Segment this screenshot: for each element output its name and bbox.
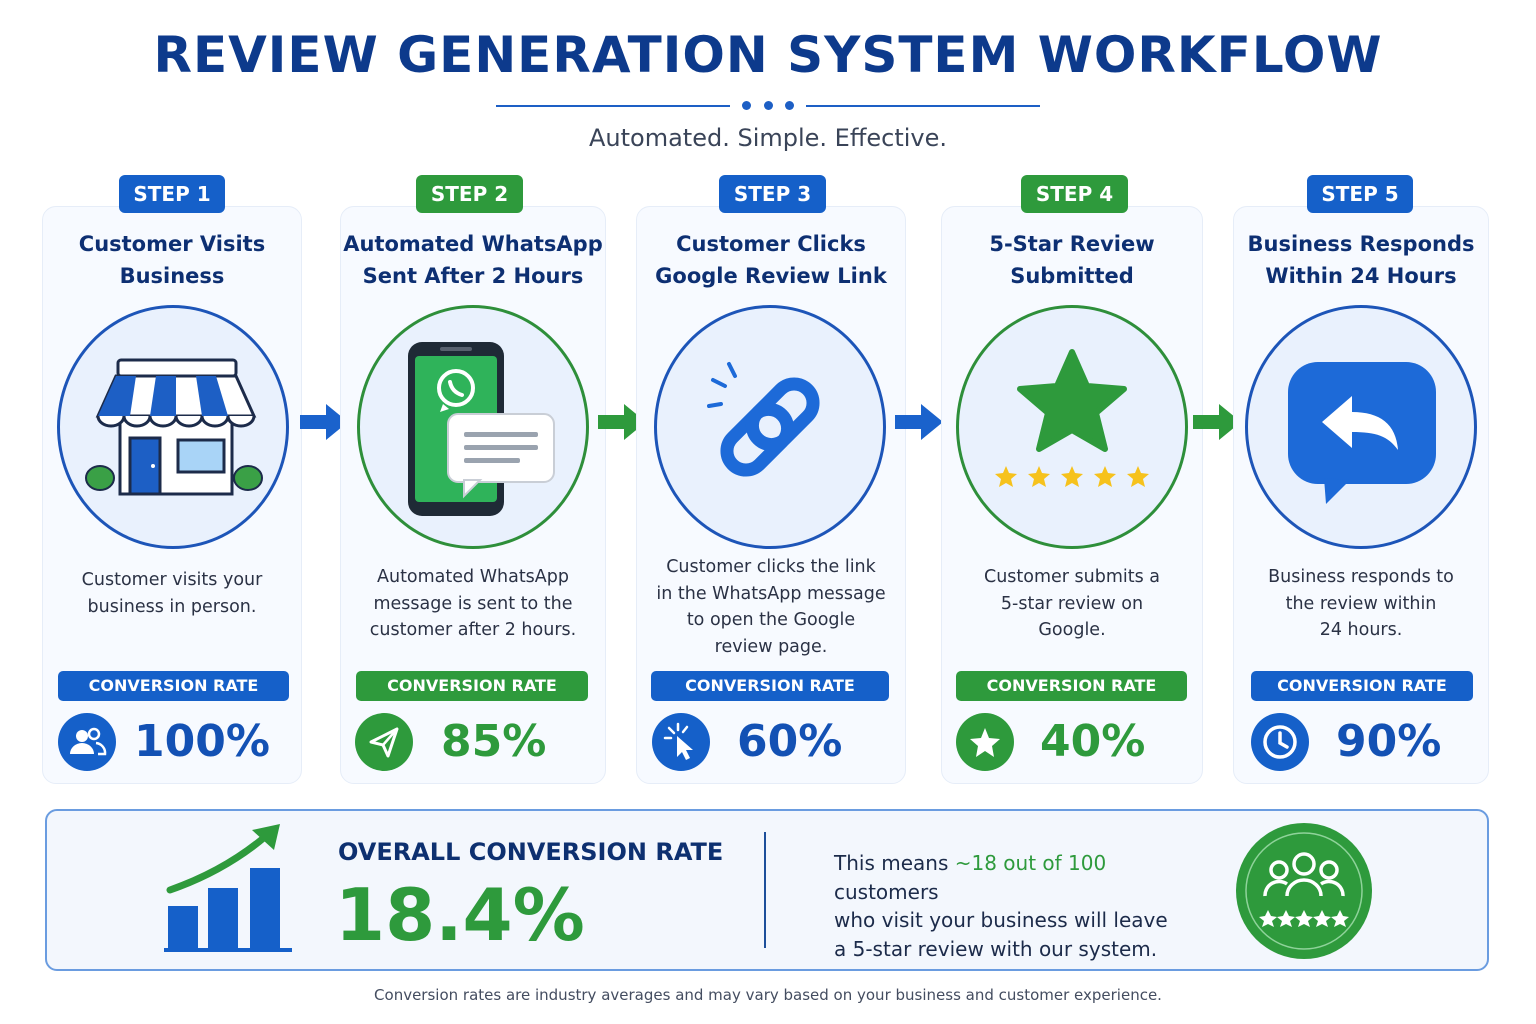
flow-arrow-2 [598,404,646,440]
step-badge-2: STEP 2 [416,175,523,213]
send-icon [355,713,413,771]
step-title-5: Business Responds Within 24 Hours [1247,232,1475,288]
conversion-rate-2: 85% [441,716,547,767]
conversion-rate-3: 60% [737,716,843,767]
conversion-label-1: CONVERSION RATE [58,671,289,701]
conversion-rate-5: 90% [1336,716,1442,767]
step-desc-1: Customer visits your business in person. [81,570,263,617]
conversion-rate-4: 40% [1040,716,1146,767]
step-icon-circle-5 [1245,305,1477,549]
page-title: REVIEW GENERATION SYSTEM WORKFLOW [153,26,1383,84]
conversion-rate-1: 100% [134,716,270,767]
flow-arrow-4 [1193,404,1241,440]
step-desc-5: Business responds to the review within 24 … [1268,567,1454,640]
step-badge-1: STEP 1 [119,175,225,213]
step-badge-4: STEP 4 [1021,175,1128,213]
store-icon [85,358,263,496]
phone-whatsapp-icon [408,342,555,516]
step-icon-circle-1 [57,305,289,549]
step-desc-3: Customer clicks the link in the WhatsApp … [656,557,886,657]
step-badge-5: STEP 5 [1307,175,1413,213]
overall-value: 18.4% [335,873,585,957]
users-icon [58,713,116,771]
step-title-3: Customer Clicks Google Review Link [655,232,887,288]
link-icon [707,362,820,477]
step-title-2: Automated WhatsApp Sent After 2 Hours [343,232,603,288]
tagline: Automated. Simple. Effective. [588,124,948,152]
conversion-label-3: CONVERSION RATE [651,671,889,701]
step-title-1: Customer Visits Business [78,232,266,288]
reply-bubble-icon [1288,362,1436,504]
step-icon-circle-4 [956,305,1188,549]
step-desc-4: Customer submits a 5-star review on Google… [983,567,1161,640]
customers-stars-icon [1236,823,1372,959]
flow-arrow-3 [895,404,943,440]
growth-chart-icon [164,824,292,952]
overall-label: OVERALL CONVERSION RATE [338,838,724,866]
footnote: Conversion rates are industry averages a… [374,986,1162,1004]
summary-text: This means ~18 out of 100 customers who v… [834,851,1168,961]
step-badge-3: STEP 3 [719,175,826,213]
flow-arrow-1 [300,404,348,440]
step-icon-circle-3 [654,305,886,549]
cursor-click-icon [652,713,710,771]
star-rating-icon [995,349,1149,487]
step-desc-2: Automated WhatsApp message is sent to the… [369,567,577,640]
step-title-4: 5-Star Review Submitted [989,232,1155,288]
conversion-label-2: CONVERSION RATE [356,671,588,701]
summary-divider [764,832,766,948]
conversion-label-5: CONVERSION RATE [1251,671,1473,701]
step-icon-circle-2 [357,305,589,549]
clock-icon [1251,713,1309,771]
title-divider [496,101,1040,110]
star-icon [956,713,1014,771]
conversion-label-4: CONVERSION RATE [956,671,1187,701]
